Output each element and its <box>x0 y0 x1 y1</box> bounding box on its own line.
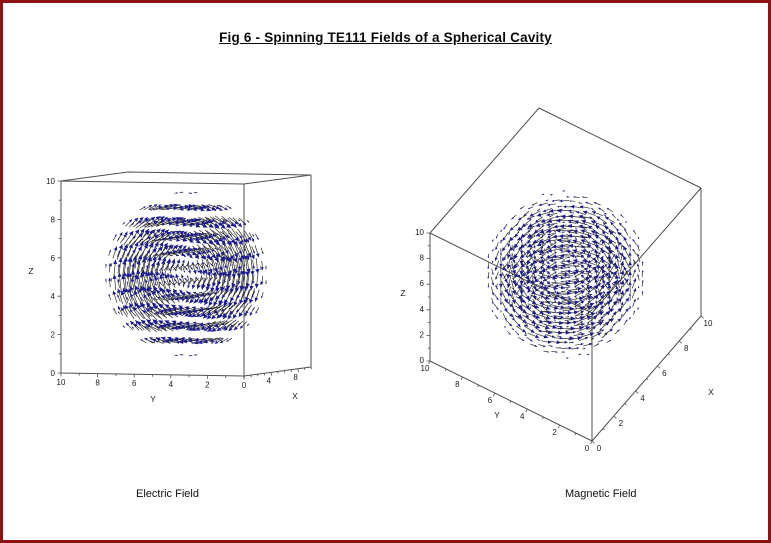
arrow-heads <box>105 191 267 357</box>
y-tick-label: 2 <box>205 380 210 389</box>
y-axis-label: Y <box>494 410 500 420</box>
magnetic-field-plot: 0 2 4 6 8 10 X 10 8 6 4 2 0 Y 0 2 4 6 8 10 Z <box>400 107 714 453</box>
axis-ticks <box>57 180 313 380</box>
z-tick-label: 8 <box>420 254 425 263</box>
arrow-heads <box>487 190 644 359</box>
y-tick-label: 6 <box>132 379 137 388</box>
caption-magnetic-field: Magnetic Field <box>565 488 637 500</box>
y-tick-label: 8 <box>95 379 100 388</box>
y-tick-label: 4 <box>520 412 525 421</box>
y-tick-label: 8 <box>455 380 460 389</box>
y-tick-label: 10 <box>57 378 66 387</box>
y-tick-label: 6 <box>488 396 493 405</box>
x-tick-label: 8 <box>684 344 689 353</box>
caption-electric-field: Electric Field <box>136 488 199 500</box>
z-tick-label: 4 <box>420 305 425 314</box>
z-tick-label: 10 <box>46 177 55 186</box>
z-tick-label: 10 <box>415 228 424 237</box>
x-tick-label: 4 <box>640 394 645 403</box>
figure-canvas: 4 8 X 10 8 6 4 2 0 Y 0 2 4 6 8 10 Z 0 2 4 6 8 10 X 10 8 6 4 2 0 Y 0 2 4 6 8… <box>28 107 714 453</box>
z-tick-label: 6 <box>51 254 56 263</box>
z-tick-label: 0 <box>420 356 425 365</box>
axis-ticks <box>426 232 704 445</box>
z-tick-label: 8 <box>51 215 56 224</box>
z-tick-label: 0 <box>51 369 56 378</box>
z-tick-label: 2 <box>51 331 56 340</box>
x-tick-label: 4 <box>267 376 272 385</box>
z-tick-label: 4 <box>51 292 56 301</box>
y-tick-label: 0 <box>242 381 247 390</box>
arrow-shafts <box>487 190 644 359</box>
figure-title: Fig 6 - Spinning TE111 Fields of a Spher… <box>219 30 552 45</box>
x-axis-label: X <box>708 387 714 397</box>
z-axis-label: Z <box>28 266 33 276</box>
x-tick-label: 2 <box>619 419 624 428</box>
x-tick-label: 8 <box>293 373 298 382</box>
z-axis-label: Z <box>400 288 405 298</box>
x-axis-label: X <box>292 391 298 401</box>
x-tick-label: 0 <box>597 444 602 453</box>
y-axis-label: Y <box>150 394 156 404</box>
z-tick-label: 2 <box>420 330 425 339</box>
y-tick-label: 0 <box>585 444 590 453</box>
electric-field-plot: 4 8 X 10 8 6 4 2 0 Y 0 2 4 6 8 10 Z <box>28 171 313 404</box>
y-tick-label: 2 <box>552 428 557 437</box>
x-tick-label: 6 <box>662 369 667 378</box>
y-tick-label: 10 <box>421 364 430 373</box>
box-frame <box>60 171 312 377</box>
arrow-shafts <box>105 191 267 357</box>
z-tick-label: 6 <box>420 279 425 288</box>
x-tick-label: 10 <box>704 319 713 328</box>
y-tick-label: 4 <box>169 380 174 389</box>
